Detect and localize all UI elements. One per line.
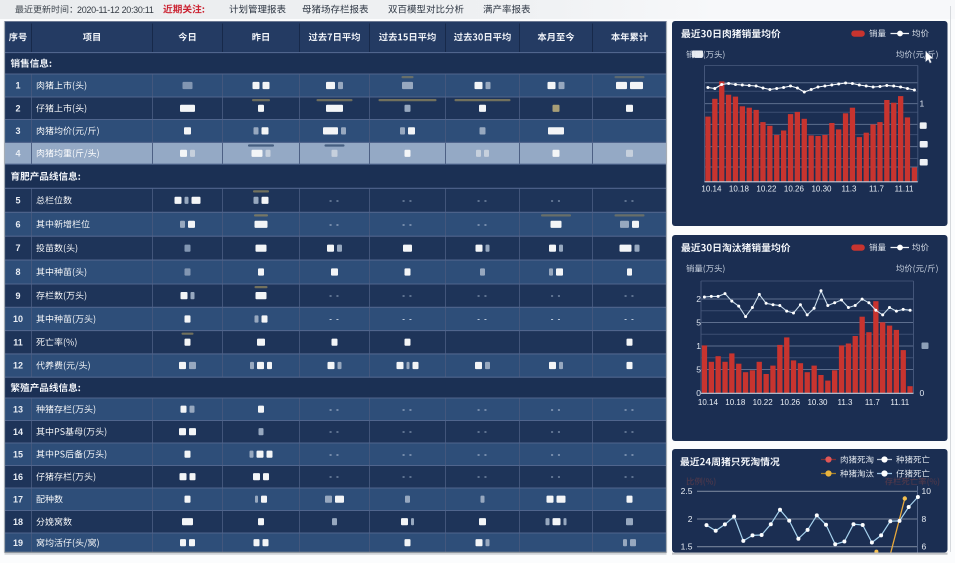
svg-text:- -: - - <box>402 291 413 300</box>
svg-text:10.30: 10.30 <box>807 398 828 407</box>
svg-text:- -: - - <box>477 472 488 481</box>
svg-text:- -: - - <box>477 196 488 205</box>
svg-text:- -: - - <box>624 291 635 300</box>
svg-text:- -: - - <box>329 196 340 205</box>
svg-text:- -: - - <box>477 291 488 300</box>
svg-text:- -: - - <box>551 472 562 481</box>
svg-text:10.14: 10.14 <box>701 185 722 194</box>
svg-text:- -: - - <box>477 315 488 324</box>
svg-text:1: 1 <box>696 341 701 351</box>
svg-text:1: 1 <box>920 99 925 109</box>
svg-text:- -: - - <box>477 220 488 229</box>
svg-text:- -: - - <box>624 472 635 481</box>
svg-text:11: 11 <box>13 337 23 347</box>
svg-text:- -: - - <box>551 315 562 324</box>
svg-text:2: 2 <box>696 294 701 304</box>
svg-text:- -: - - <box>551 405 562 414</box>
svg-text:4: 4 <box>15 148 20 158</box>
svg-text:11.7: 11.7 <box>869 185 885 194</box>
svg-text:- -: - - <box>624 450 635 459</box>
svg-text:- -: - - <box>329 472 340 481</box>
svg-text:10.26: 10.26 <box>780 398 801 407</box>
svg-text:- -: - - <box>624 405 635 414</box>
svg-text:0: 0 <box>920 388 925 398</box>
svg-text:10.22: 10.22 <box>753 398 774 407</box>
svg-text:11.3: 11.3 <box>838 398 854 407</box>
svg-text:7: 7 <box>15 243 20 253</box>
svg-text:10.30: 10.30 <box>811 185 832 194</box>
svg-text:- -: - - <box>402 450 413 459</box>
svg-text:15: 15 <box>13 449 23 459</box>
svg-text:- -: - - <box>551 291 562 300</box>
svg-text:10.18: 10.18 <box>725 398 746 407</box>
svg-text:- -: - - <box>329 450 340 459</box>
svg-text:2.5: 2.5 <box>681 486 693 496</box>
svg-text:- -: - - <box>624 196 635 205</box>
svg-text:1: 1 <box>15 81 20 91</box>
svg-text:18: 18 <box>13 517 23 527</box>
svg-text:- -: - - <box>624 315 635 324</box>
svg-text:- -: - - <box>329 220 340 229</box>
svg-text:17: 17 <box>13 494 23 504</box>
svg-text:5: 5 <box>696 317 701 327</box>
svg-text:11.11: 11.11 <box>895 185 914 194</box>
svg-text:- -: - - <box>402 220 413 229</box>
svg-text:6: 6 <box>922 542 927 552</box>
svg-text:11.11: 11.11 <box>890 398 909 407</box>
svg-text:11.7: 11.7 <box>865 398 881 407</box>
svg-text:6: 6 <box>15 219 20 229</box>
svg-text:- -: - - <box>402 196 413 205</box>
svg-text:14: 14 <box>13 427 23 437</box>
svg-text:- -: - - <box>551 450 562 459</box>
svg-text:10.26: 10.26 <box>784 185 805 194</box>
svg-text:10.22: 10.22 <box>756 185 777 194</box>
svg-text:5: 5 <box>15 195 20 205</box>
svg-text:- -: - - <box>402 405 413 414</box>
svg-text:2: 2 <box>688 514 693 524</box>
svg-text:10.14: 10.14 <box>698 398 719 407</box>
svg-text:16: 16 <box>13 472 23 482</box>
svg-text:10: 10 <box>13 314 23 324</box>
svg-text:- -: - - <box>551 196 562 205</box>
svg-text:0: 0 <box>696 388 701 398</box>
svg-text:1.5: 1.5 <box>681 542 693 552</box>
svg-text:- -: - - <box>477 427 488 436</box>
svg-text:19: 19 <box>13 538 23 548</box>
svg-text:2: 2 <box>15 103 20 113</box>
svg-text:- -: - - <box>402 472 413 481</box>
svg-text:- -: - - <box>477 450 488 459</box>
svg-text:- -: - - <box>624 427 635 436</box>
svg-text:- -: - - <box>329 405 340 414</box>
svg-text:- -: - - <box>402 427 413 436</box>
svg-text:- -: - - <box>551 427 562 436</box>
svg-text:- -: - - <box>402 315 413 324</box>
svg-text:2020-11-12 20:30:11: 2020-11-12 20:30:11 <box>77 5 154 15</box>
svg-text:- -: - - <box>329 291 340 300</box>
svg-text:- -: - - <box>329 315 340 324</box>
svg-text:5: 5 <box>696 364 701 374</box>
svg-text:8: 8 <box>922 514 927 524</box>
svg-text:10.18: 10.18 <box>729 185 750 194</box>
svg-text:3: 3 <box>15 126 20 136</box>
svg-text:11.3: 11.3 <box>842 185 858 194</box>
svg-text:- -: - - <box>329 427 340 436</box>
svg-text:9: 9 <box>15 291 20 301</box>
svg-text:8: 8 <box>15 267 20 277</box>
svg-text:10: 10 <box>922 486 932 496</box>
svg-text:- -: - - <box>477 405 488 414</box>
svg-text:13: 13 <box>13 404 23 414</box>
svg-text:12: 12 <box>13 361 23 371</box>
